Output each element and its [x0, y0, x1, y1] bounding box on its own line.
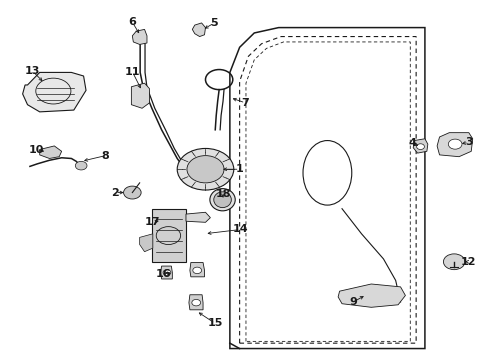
Circle shape: [177, 148, 233, 190]
Circle shape: [443, 254, 464, 270]
Polygon shape: [22, 72, 86, 112]
Circle shape: [192, 267, 201, 274]
Polygon shape: [188, 295, 203, 310]
Polygon shape: [192, 23, 205, 37]
Polygon shape: [189, 262, 204, 277]
Text: 10: 10: [28, 144, 44, 154]
Text: 7: 7: [241, 98, 249, 108]
Text: 9: 9: [348, 297, 356, 307]
Text: 12: 12: [460, 257, 476, 267]
Text: 16: 16: [155, 269, 170, 279]
Circle shape: [416, 144, 424, 149]
Circle shape: [186, 156, 224, 183]
Polygon shape: [436, 133, 472, 157]
Circle shape: [75, 161, 87, 170]
Text: 4: 4: [408, 139, 416, 148]
Text: 6: 6: [128, 17, 136, 27]
Circle shape: [191, 300, 200, 306]
Polygon shape: [412, 139, 427, 153]
Circle shape: [123, 186, 141, 199]
Circle shape: [447, 139, 461, 149]
Text: 14: 14: [232, 225, 248, 234]
Polygon shape: [131, 83, 149, 108]
Polygon shape: [40, 146, 61, 158]
Ellipse shape: [213, 192, 231, 208]
Text: 2: 2: [111, 188, 119, 198]
Text: 13: 13: [25, 66, 40, 76]
Polygon shape: [140, 234, 153, 252]
Text: 3: 3: [464, 138, 471, 147]
Text: 8: 8: [102, 150, 109, 161]
Text: 17: 17: [145, 217, 160, 227]
Polygon shape: [185, 212, 210, 222]
Text: 1: 1: [235, 164, 243, 174]
Circle shape: [163, 270, 170, 275]
Polygon shape: [337, 284, 405, 307]
Text: 11: 11: [124, 67, 140, 77]
Ellipse shape: [209, 189, 235, 211]
Text: 18: 18: [215, 189, 230, 199]
Polygon shape: [132, 30, 147, 44]
Polygon shape: [160, 266, 172, 279]
Text: 15: 15: [207, 319, 223, 328]
Polygon shape: [152, 209, 185, 262]
Text: 5: 5: [210, 18, 218, 28]
